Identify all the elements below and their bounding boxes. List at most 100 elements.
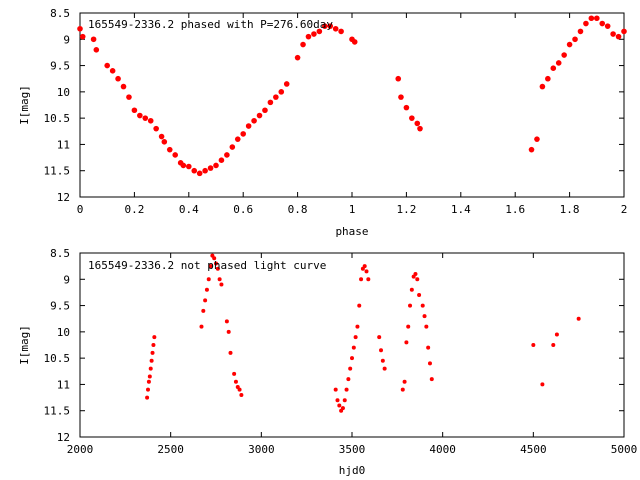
data-point [214,261,218,266]
data-point [217,277,222,282]
x-tick-label: 0.6 [233,203,253,216]
data-point [172,152,178,158]
data-point [224,152,230,158]
data-point [109,68,116,74]
y-tick-label: 10.5 [44,352,71,365]
data-point [604,23,611,29]
data-point [395,75,402,82]
data-point [382,366,387,371]
y-tick-label: 11 [57,378,70,391]
plot-frame [79,252,625,438]
data-points [77,15,627,177]
data-point [340,406,345,411]
data-point [539,83,546,90]
data-point [93,47,100,53]
data-point [201,308,206,313]
chart-title: 165549-2336.2 not phased light curve [88,259,326,272]
data-point [166,146,173,153]
x-tick-label: 4500 [520,443,547,456]
data-point [599,20,606,27]
data-point [577,28,584,35]
data-point [224,319,229,324]
data-point [531,343,536,347]
data-point [237,387,242,392]
data-point [146,387,150,392]
y-tick-label: 10.5 [44,112,71,125]
data-point [233,379,238,384]
data-point [351,345,356,350]
data-point [348,366,353,371]
x-tick-label: 1.6 [505,203,525,216]
data-point [610,31,616,37]
data-point [576,316,581,321]
data-point [566,41,573,48]
data-point [550,65,557,71]
x-axis-label: hjd0 [339,464,366,477]
axis-ticks [79,12,625,198]
data-point [206,277,211,282]
data-point [226,329,231,334]
y-tick-label: 9.5 [50,60,70,73]
data-point [137,112,143,119]
data-point [417,293,422,298]
data-point [267,99,274,106]
unphased-light-curve-panel: 2000 2500 3000 3500 4000 4500 5000 8.5 9 9.5 10 10… [18,247,637,477]
data-point [332,25,339,32]
data-point [400,387,405,392]
data-point [228,350,233,355]
data-point [218,157,225,163]
data-point [131,107,138,114]
data-point [355,324,360,329]
data-point [366,277,371,282]
x-tick-label: 2500 [157,443,184,456]
data-point [528,146,535,153]
data-points [145,253,581,413]
data-point [408,303,413,308]
data-point [151,343,156,347]
data-point [426,345,431,350]
data-point [346,377,351,382]
data-point [245,123,252,129]
chart-title: 165549-2336.2 phased with P=276.60day [88,18,333,31]
x-tick-label: 0.4 [179,203,199,216]
data-point [161,139,168,145]
data-point [534,136,540,142]
data-point [147,117,154,124]
x-tick-label: 1.2 [396,203,416,216]
data-point [337,403,342,408]
y-axis-label: I[mag] [18,325,31,365]
data-point [588,15,595,22]
data-point [409,115,415,121]
x-tick-label: 3500 [339,443,366,456]
y-tick-label: 11.5 [44,405,71,418]
data-point [186,163,192,170]
data-point [153,125,159,132]
data-point [342,398,347,403]
data-point [594,15,600,22]
data-point [283,81,290,87]
data-point [427,361,432,366]
data-point [540,382,545,387]
x-tick-label: 0.2 [124,203,144,216]
y-tick-labels: 8.5 9 9.5 10 10.5 11 11.5 12 [44,7,71,204]
data-point [364,269,369,274]
data-point [621,28,627,35]
x-tick-label: 2 [621,203,628,216]
data-point [351,39,358,45]
data-point [350,356,354,361]
data-point [77,25,83,32]
data-point [294,54,301,61]
data-point [362,264,367,269]
data-point [413,272,418,277]
data-point [406,324,411,329]
data-point [572,36,578,43]
data-point [420,303,425,308]
data-point [429,377,434,382]
data-point [262,107,268,114]
data-point [147,374,152,379]
data-point [357,303,362,308]
data-point [344,387,349,392]
x-tick-label: 5000 [611,443,638,456]
data-point [377,335,382,340]
